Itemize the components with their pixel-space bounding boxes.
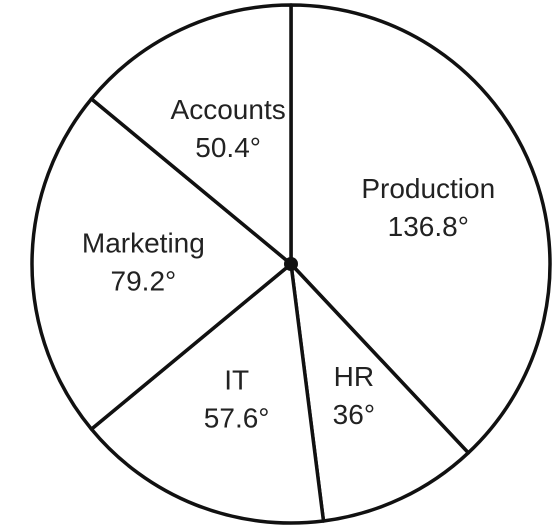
pie-slice xyxy=(89,262,326,525)
pie-slice xyxy=(30,97,293,431)
slice-label: IT xyxy=(224,365,249,396)
slice-value-label: 36° xyxy=(333,399,375,430)
pie-slice xyxy=(89,3,293,266)
slice-value-label: 79.2° xyxy=(111,265,177,296)
slice-label: Production xyxy=(361,173,495,204)
slice-label: Marketing xyxy=(82,227,205,258)
pie-slice xyxy=(289,262,471,523)
slice-label: Accounts xyxy=(171,94,286,125)
center-dot xyxy=(284,257,298,271)
slice-value-label: 57.6° xyxy=(204,403,270,434)
pie-slice xyxy=(289,3,552,455)
slice-label: HR xyxy=(334,361,374,392)
slice-value-label: 136.8° xyxy=(388,211,469,242)
slice-value-label: 50.4° xyxy=(195,132,261,163)
